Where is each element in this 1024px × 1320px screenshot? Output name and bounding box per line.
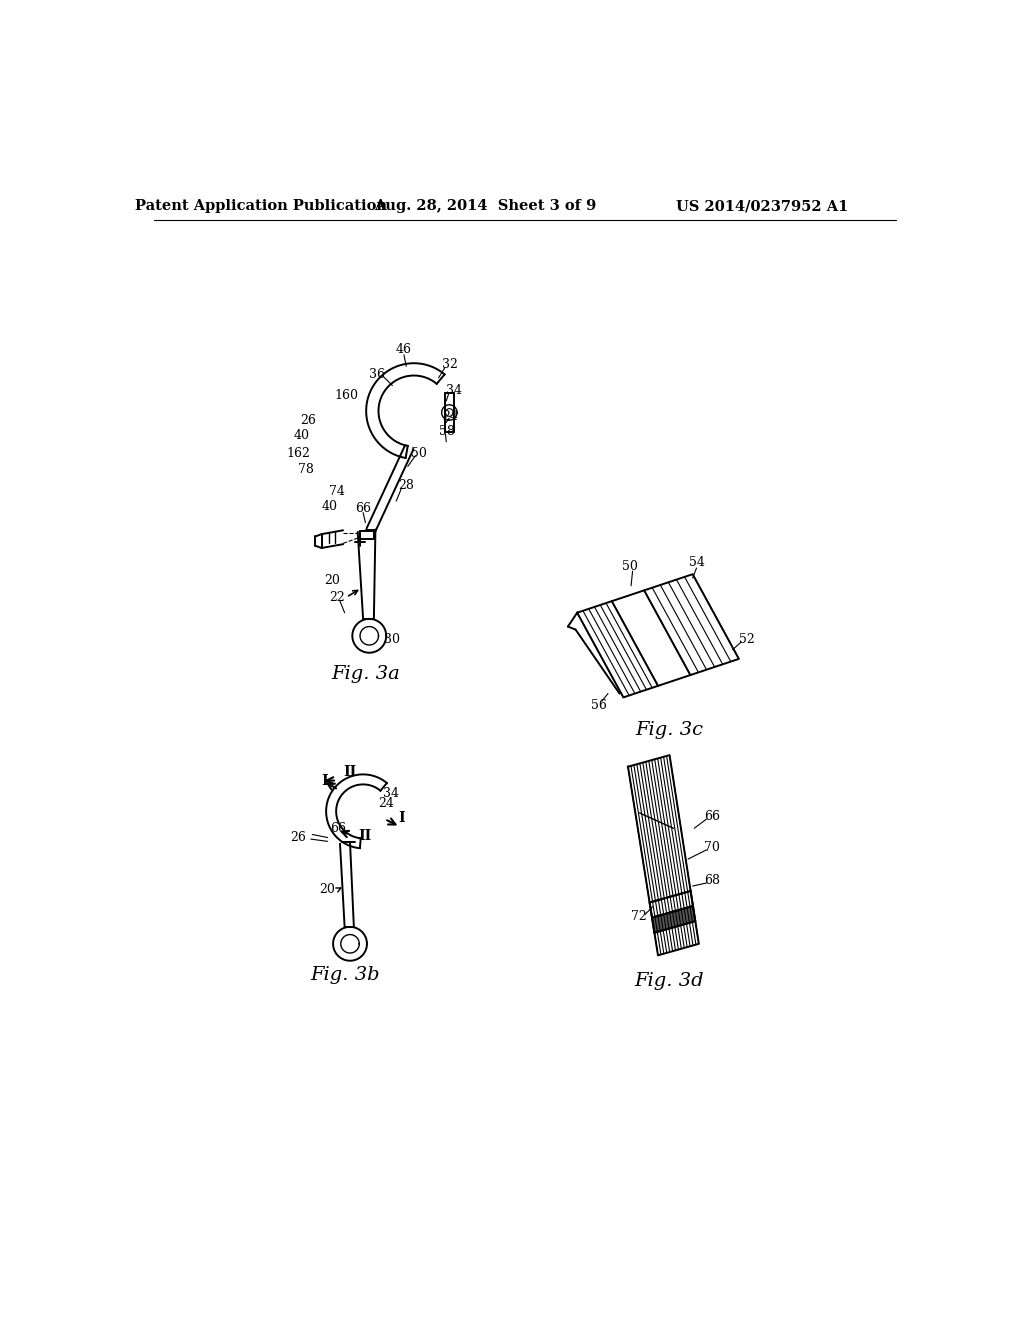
Text: 68: 68 xyxy=(703,874,720,887)
Text: 74: 74 xyxy=(329,484,345,498)
Text: II: II xyxy=(343,766,356,779)
Text: 50: 50 xyxy=(412,446,427,459)
Text: 28: 28 xyxy=(398,479,414,492)
Text: 50: 50 xyxy=(622,560,638,573)
Text: 160: 160 xyxy=(335,389,359,403)
Text: 162: 162 xyxy=(287,446,310,459)
Text: 40: 40 xyxy=(294,429,309,442)
Text: 78: 78 xyxy=(298,463,314,477)
Text: 26: 26 xyxy=(300,413,315,426)
Text: II: II xyxy=(358,829,372,843)
Polygon shape xyxy=(649,891,693,917)
Text: I: I xyxy=(398,810,404,825)
Text: 34: 34 xyxy=(383,787,398,800)
Text: 24: 24 xyxy=(442,409,458,422)
Text: 20: 20 xyxy=(325,574,340,587)
Text: Fig. 3c: Fig. 3c xyxy=(636,721,703,739)
Text: 22: 22 xyxy=(329,591,345,603)
Text: Patent Application Publication: Patent Application Publication xyxy=(135,199,387,213)
Text: 26: 26 xyxy=(291,832,306,843)
Text: Fig. 3d: Fig. 3d xyxy=(635,972,705,990)
Text: 32: 32 xyxy=(442,358,458,371)
Text: Fig. 3b: Fig. 3b xyxy=(310,966,380,983)
Text: 66: 66 xyxy=(703,810,720,824)
Text: 70: 70 xyxy=(703,841,720,854)
Text: 66: 66 xyxy=(355,502,371,515)
Text: 56: 56 xyxy=(591,698,606,711)
Text: 34: 34 xyxy=(446,384,462,397)
Text: 40: 40 xyxy=(322,500,337,513)
Text: 36: 36 xyxy=(369,367,385,380)
Text: 24: 24 xyxy=(378,797,394,810)
Text: 58: 58 xyxy=(439,425,455,438)
Text: 30: 30 xyxy=(384,634,400,647)
Text: US 2014/0237952 A1: US 2014/0237952 A1 xyxy=(676,199,848,213)
Polygon shape xyxy=(652,906,695,933)
Text: 52: 52 xyxy=(738,634,755,647)
Text: Aug. 28, 2014  Sheet 3 of 9: Aug. 28, 2014 Sheet 3 of 9 xyxy=(374,199,596,213)
Text: 46: 46 xyxy=(396,343,412,356)
Text: I: I xyxy=(322,774,328,788)
Text: 20: 20 xyxy=(318,883,335,896)
Text: Fig. 3a: Fig. 3a xyxy=(331,665,399,684)
Text: 54: 54 xyxy=(689,556,706,569)
Text: 72: 72 xyxy=(631,911,646,924)
Text: 66: 66 xyxy=(331,822,346,834)
